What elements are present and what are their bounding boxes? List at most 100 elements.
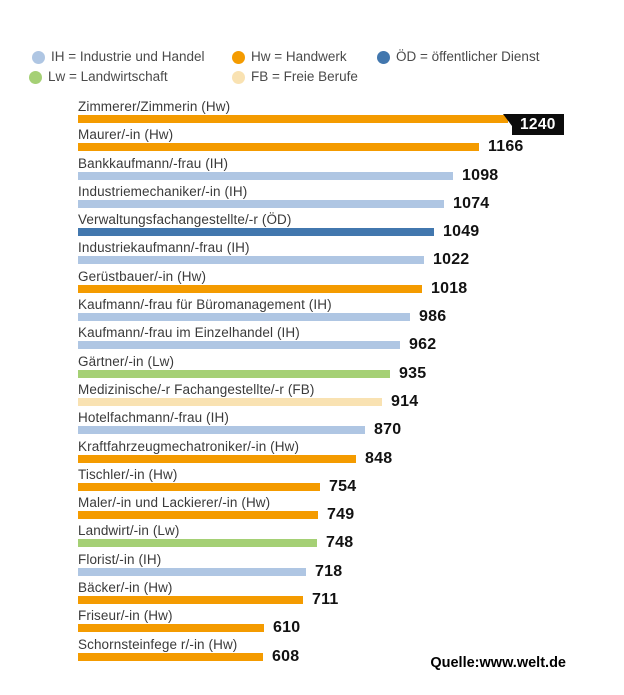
bar-track: 608 [78, 647, 624, 665]
source-credit: Quelle:www.welt.de [430, 655, 566, 671]
bar [78, 482, 320, 491]
bar [78, 539, 317, 548]
bar-label: Gärtner/-in (Lw) [78, 353, 175, 369]
bar-label: Verwaltungsfachangestellte/-r (ÖD) [78, 212, 292, 228]
bar-value: 1098 [462, 166, 499, 184]
chart-row: Kaufmann/-frau im Einzelhandel (IH) 962 [78, 325, 624, 353]
bar-value: 914 [391, 392, 419, 410]
bar-value: 935 [399, 364, 427, 382]
legend-item-label: ÖD = öffentlicher Dienst [396, 49, 540, 64]
bar [78, 228, 434, 237]
bar-label: Schornsteinfege r/-in (Hw) [78, 636, 238, 652]
chart-row: Industriemechaniker/-in (IH) 1074 [78, 184, 624, 212]
bar-value: 1240 [520, 116, 556, 133]
bar [78, 454, 356, 463]
bar-label: Bäcker/-in (Hw) [78, 580, 173, 596]
chart-row: Landwirt/-in (Lw) 748 [78, 523, 624, 551]
bar-value: 870 [374, 421, 402, 439]
chart-row: Medizinische/-r Fachangestellte/-r (FB) 9… [78, 382, 624, 410]
bar-track: 935 [78, 364, 624, 382]
bar-value: 1166 [488, 138, 524, 156]
bar-track: 1049 [78, 223, 624, 241]
bar-track: 1166 [78, 138, 624, 156]
bar-value: 748 [326, 534, 354, 552]
bar-track: 1074 [78, 195, 624, 211]
chart-row: Maler/-in und Lackierer/-in (Hw) 749 [78, 495, 624, 523]
bar-value: 848 [365, 449, 393, 467]
legend-row-1: IH = Industrie und Handel Hw = Handwerk ÖD… [0, 49, 624, 65]
bar-value: 608 [272, 647, 300, 665]
bar-label: Landwirt/-in (Lw) [78, 523, 180, 539]
legend-item: Hw = Handwerk [232, 49, 347, 65]
legend-color-dot-icon [377, 50, 390, 64]
chart-row: Verwaltungsfachangestellte/-r (ÖD) 1049 [78, 212, 624, 240]
bar-label: Medizinische/-r Fachangestellte/-r (FB) [78, 381, 315, 397]
bar-track: 711 [78, 591, 624, 609]
legend-color-dot-icon [32, 50, 45, 64]
chart-row: Hotelfachmann/-frau (IH) 870 [78, 410, 624, 438]
bar [78, 511, 318, 520]
bar-track: 1240 [78, 114, 624, 135]
bar-track: 1022 [78, 251, 624, 269]
bar-track: 986 [78, 308, 624, 326]
bar-label: Florist/-in (IH) [78, 551, 162, 567]
chart-row: Tischler/-in (Hw) 754 [78, 467, 624, 495]
bar [78, 652, 263, 661]
chart-row: Friseur/-in (Hw) 610 [78, 608, 624, 636]
bar [78, 397, 382, 406]
bar-value: 754 [329, 477, 357, 495]
bar-chart: Zimmerer/Zimmerin (Hw) 1240 Maurer/-in (Hw… [78, 99, 624, 665]
bar-value: 1049 [443, 223, 480, 241]
chart-row: Kaufmann/-frau für Büromanagement (IH) 98… [78, 297, 624, 325]
bar-label: Zimmerer/Zimmerin (Hw) [78, 99, 231, 114]
bar-label: Kraftfahrzeugmechatroniker/-in (Hw) [78, 438, 300, 454]
bar-value: 610 [273, 619, 301, 637]
bar-value: 962 [409, 336, 437, 354]
bar [78, 624, 264, 633]
chart-row: Kraftfahrzeugmechatroniker/-in (Hw) 848 [78, 439, 624, 467]
bar-label: Tischler/-in (Hw) [78, 466, 178, 482]
chart-row: Zimmerer/Zimmerin (Hw) 1240 [78, 99, 624, 135]
chart-row: Maurer/-in (Hw) 1166 [78, 127, 624, 155]
bar-track: 749 [78, 506, 624, 524]
bar [78, 143, 479, 152]
bar-label: Maurer/-in (Hw) [78, 127, 174, 143]
legend-item-label: Lw = Landwirtschaft [48, 69, 168, 84]
chart-row: Bankkaufmann/-frau (IH) 1098 [78, 156, 624, 184]
legend-item-label: IH = Industrie und Handel [51, 49, 205, 64]
bar-label: Bankkaufmann/-frau (IH) [78, 155, 229, 171]
bar-track: 870 [78, 421, 624, 439]
bar-label: Industriemechaniker/-in (IH) [78, 183, 248, 199]
legend-color-dot-icon [232, 50, 245, 64]
bar-track: 718 [78, 562, 624, 580]
bar [78, 426, 365, 435]
chart-row: Gerüstbauer/-in (Hw) 1018 [78, 269, 624, 297]
bar-track: 754 [78, 477, 624, 495]
legend-item: FB = Freie Berufe [232, 69, 358, 85]
bar [78, 171, 453, 180]
bar-label: Maler/-in und Lackierer/-in (Hw) [78, 495, 271, 511]
bar-value: 749 [327, 506, 355, 524]
legend-item: IH = Industrie und Handel [32, 49, 204, 65]
bar-value: 986 [419, 308, 447, 326]
bar [78, 341, 400, 350]
bar [78, 596, 303, 605]
bar [78, 567, 306, 576]
bar-track: 1098 [78, 166, 624, 184]
legend-row-2: Lw = Landwirtschaft FB = Freie Berufe [0, 69, 624, 85]
legend-item: ÖD = öffentlicher Dienst [377, 49, 539, 65]
legend-color-dot-icon [232, 70, 245, 84]
bar-label: Hotelfachmann/-frau (IH) [78, 410, 229, 426]
bar-label: Gerüstbauer/-in (Hw) [78, 268, 207, 284]
bar-value: 1022 [433, 251, 470, 269]
bar-value: 718 [315, 562, 343, 580]
bar [78, 199, 444, 208]
bar [78, 369, 390, 378]
bar-track: 1018 [78, 280, 624, 296]
bar-value: 711 [312, 591, 339, 609]
chart-row: Florist/-in (IH) 718 [78, 552, 624, 580]
bar-track: 914 [78, 392, 624, 410]
bar [78, 256, 424, 265]
bar [78, 313, 410, 322]
